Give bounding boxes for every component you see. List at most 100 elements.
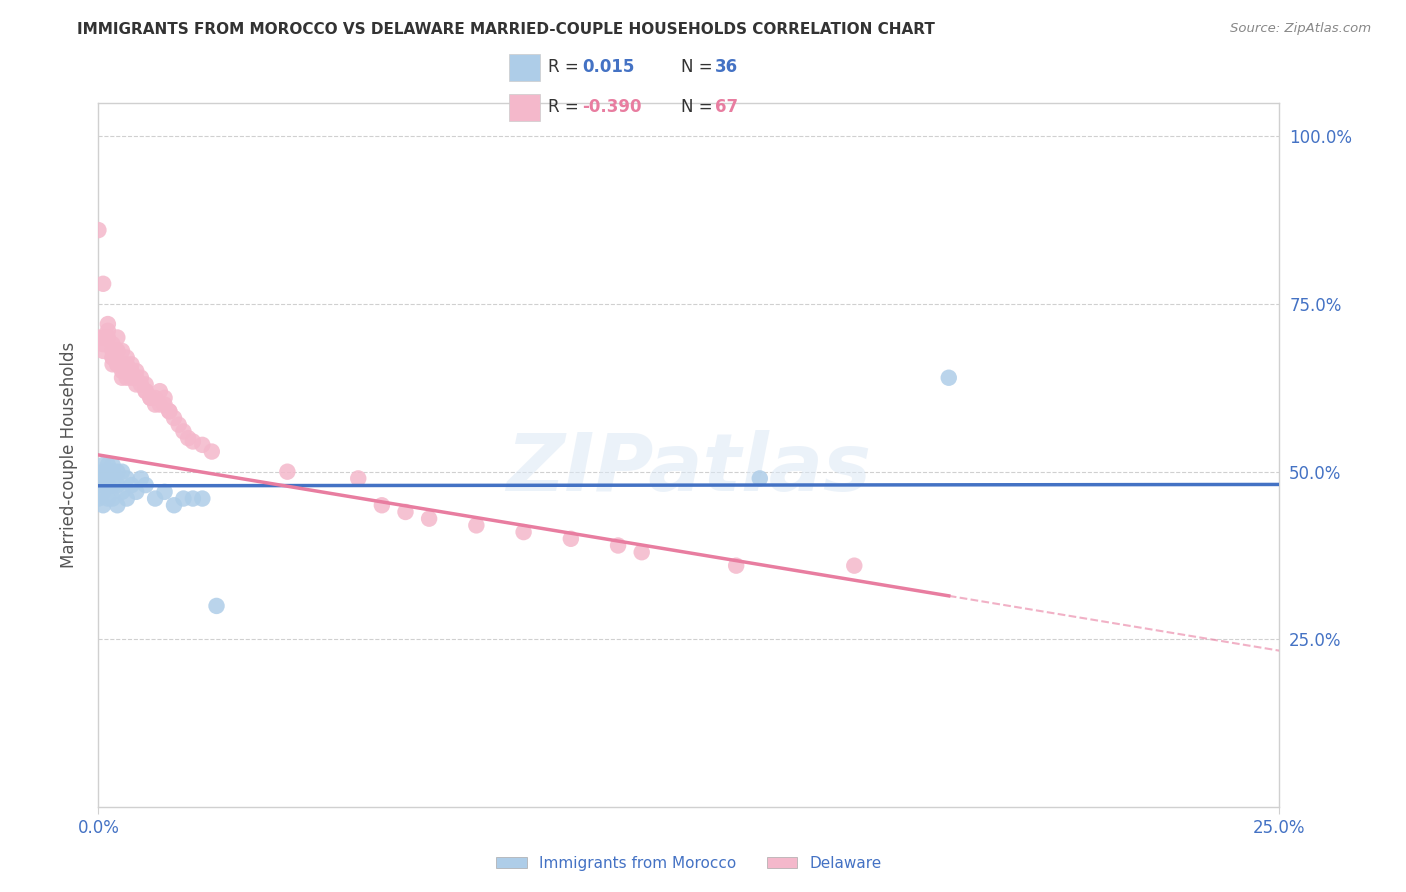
Point: [111, 465, 134, 479]
Text: N =: N =: [682, 59, 713, 77]
Point: [101, 491, 124, 506]
FancyBboxPatch shape: [509, 54, 540, 81]
Point: [748, 471, 770, 485]
Point: [91, 465, 114, 479]
Text: 36: 36: [716, 59, 738, 77]
Point: [607, 539, 630, 553]
Point: [129, 370, 152, 384]
Point: [91, 330, 114, 344]
Point: [97, 478, 120, 492]
Point: [177, 431, 200, 445]
Point: [172, 491, 194, 506]
Point: [97, 317, 120, 331]
Point: [129, 471, 152, 485]
Point: [91, 484, 114, 499]
Point: [157, 404, 180, 418]
Point: [91, 458, 114, 472]
Point: [125, 377, 148, 392]
Point: [129, 377, 152, 392]
Point: [115, 357, 138, 371]
Point: [87, 330, 110, 344]
Point: [101, 357, 124, 371]
Point: [105, 330, 128, 344]
Point: [125, 370, 148, 384]
Point: [135, 478, 157, 492]
Point: [149, 398, 172, 412]
Point: [87, 491, 110, 506]
Point: [630, 545, 652, 559]
Point: [167, 417, 190, 432]
Point: [105, 465, 128, 479]
Point: [111, 370, 134, 384]
Point: [87, 471, 110, 485]
Point: [101, 343, 124, 358]
Point: [139, 391, 162, 405]
Point: [135, 384, 157, 399]
Point: [143, 491, 166, 506]
Point: [105, 343, 128, 358]
Point: [105, 498, 128, 512]
Point: [125, 364, 148, 378]
Point: [115, 471, 138, 485]
Point: [115, 491, 138, 506]
Point: [938, 370, 960, 384]
Point: [191, 438, 214, 452]
Point: [121, 370, 143, 384]
Point: [97, 458, 120, 472]
Point: [163, 411, 186, 425]
FancyBboxPatch shape: [509, 94, 540, 120]
Point: [139, 391, 162, 405]
Point: [125, 484, 148, 499]
Point: [91, 471, 114, 485]
Point: [101, 337, 124, 351]
Point: [105, 343, 128, 358]
Y-axis label: Married-couple Households: Married-couple Households: [59, 342, 77, 568]
Point: [135, 384, 157, 399]
Point: [181, 491, 204, 506]
Point: [115, 370, 138, 384]
Point: [115, 364, 138, 378]
Text: 67: 67: [716, 98, 738, 116]
Point: [465, 518, 488, 533]
Point: [115, 351, 138, 365]
Point: [181, 434, 204, 449]
Point: [394, 505, 416, 519]
Point: [91, 343, 114, 358]
Point: [97, 465, 120, 479]
Text: 0.015: 0.015: [582, 59, 634, 77]
Point: [143, 391, 166, 405]
Point: [121, 357, 143, 371]
Point: [105, 478, 128, 492]
Point: [121, 364, 143, 378]
Point: [276, 465, 298, 479]
Point: [121, 478, 143, 492]
Point: [157, 404, 180, 418]
Text: N =: N =: [682, 98, 713, 116]
Text: IMMIGRANTS FROM MOROCCO VS DELAWARE MARRIED-COUPLE HOUSEHOLDS CORRELATION CHART: IMMIGRANTS FROM MOROCCO VS DELAWARE MARR…: [77, 22, 935, 37]
Point: [143, 398, 166, 412]
Point: [101, 458, 124, 472]
Point: [97, 491, 120, 506]
Point: [97, 330, 120, 344]
Point: [101, 465, 124, 479]
Point: [844, 558, 866, 573]
Point: [111, 484, 134, 499]
Point: [105, 357, 128, 371]
Point: [111, 343, 134, 358]
Point: [105, 357, 128, 371]
Point: [153, 391, 176, 405]
Text: R =: R =: [548, 59, 579, 77]
Legend: Immigrants from Morocco, Delaware: Immigrants from Morocco, Delaware: [491, 850, 887, 877]
Point: [135, 377, 157, 392]
Point: [153, 398, 176, 412]
Point: [97, 324, 120, 338]
Point: [149, 384, 172, 399]
Point: [101, 478, 124, 492]
Point: [418, 511, 440, 525]
Point: [371, 498, 394, 512]
Point: [725, 558, 748, 573]
Point: [163, 498, 186, 512]
Text: -0.390: -0.390: [582, 98, 641, 116]
Point: [91, 337, 114, 351]
Point: [201, 444, 224, 458]
